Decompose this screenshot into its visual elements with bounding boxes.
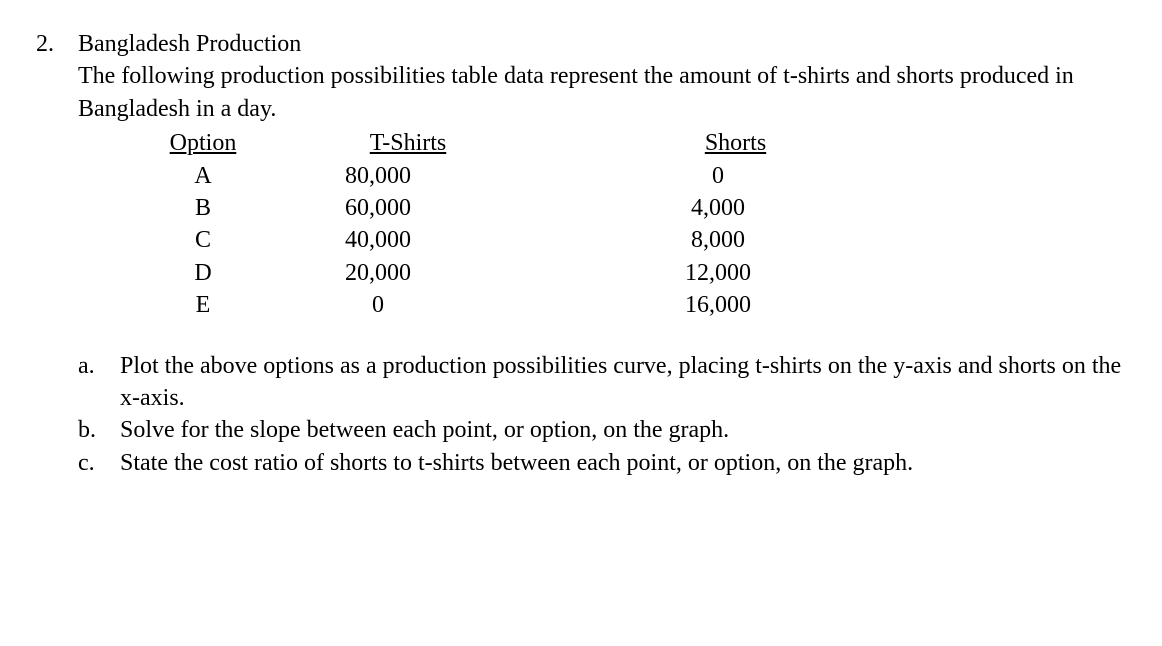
- question-intro: The following production possibilities t…: [78, 60, 1126, 125]
- cell-tshirts: 60,000: [288, 192, 528, 224]
- cell-gap: [528, 224, 648, 256]
- subpart-c: c. State the cost ratio of shorts to t-s…: [78, 447, 1126, 479]
- cell-tshirts: 40,000: [288, 224, 528, 256]
- header-option-text: Option: [170, 130, 237, 156]
- table-row: D 20,000 12,000: [118, 257, 823, 289]
- cell-shorts: 16,000: [648, 289, 823, 321]
- subpart-marker: b.: [78, 414, 120, 446]
- cell-tshirts: 80,000: [288, 160, 528, 192]
- cell-shorts: 4,000: [648, 192, 823, 224]
- cell-shorts: 12,000: [648, 257, 823, 289]
- question-block: 2. Bangladesh Production The following p…: [36, 28, 1126, 479]
- production-table: Option T-Shirts Shorts A 80,000 0 B 60,0…: [118, 127, 823, 321]
- table-row: A 80,000 0: [118, 160, 823, 192]
- question-number: 2.: [36, 28, 78, 60]
- table-row: E 0 16,000: [118, 289, 823, 321]
- cell-shorts: 0: [648, 160, 823, 192]
- question-content: Bangladesh Production The following prod…: [78, 28, 1126, 479]
- header-option: Option: [118, 127, 288, 159]
- cell-option: C: [118, 224, 288, 256]
- cell-option: D: [118, 257, 288, 289]
- cell-gap: [528, 160, 648, 192]
- table-row: B 60,000 4,000: [118, 192, 823, 224]
- cell-option: E: [118, 289, 288, 321]
- cell-option: B: [118, 192, 288, 224]
- subpart-text: Solve for the slope between each point, …: [120, 414, 1126, 446]
- cell-gap: [528, 289, 648, 321]
- table-row: C 40,000 8,000: [118, 224, 823, 256]
- cell-tshirts: 20,000: [288, 257, 528, 289]
- question-title: Bangladesh Production: [78, 28, 1126, 60]
- subparts-list: a. Plot the above options as a productio…: [78, 350, 1126, 480]
- subpart-marker: a.: [78, 350, 120, 382]
- subpart-a: a. Plot the above options as a productio…: [78, 350, 1126, 415]
- subpart-text: State the cost ratio of shorts to t-shir…: [120, 447, 1126, 479]
- header-tshirts: T-Shirts: [288, 127, 528, 159]
- subpart-text: Plot the above options as a production p…: [120, 350, 1126, 415]
- header-shorts-text: Shorts: [705, 130, 766, 156]
- cell-gap: [528, 257, 648, 289]
- header-tshirts-text: T-Shirts: [370, 130, 446, 156]
- subpart-marker: c.: [78, 447, 120, 479]
- cell-shorts: 8,000: [648, 224, 823, 256]
- cell-tshirts: 0: [288, 289, 528, 321]
- header-gap: [528, 127, 648, 159]
- subpart-b: b. Solve for the slope between each poin…: [78, 414, 1126, 446]
- header-shorts: Shorts: [648, 127, 823, 159]
- table-header-row: Option T-Shirts Shorts: [118, 127, 823, 159]
- cell-gap: [528, 192, 648, 224]
- cell-option: A: [118, 160, 288, 192]
